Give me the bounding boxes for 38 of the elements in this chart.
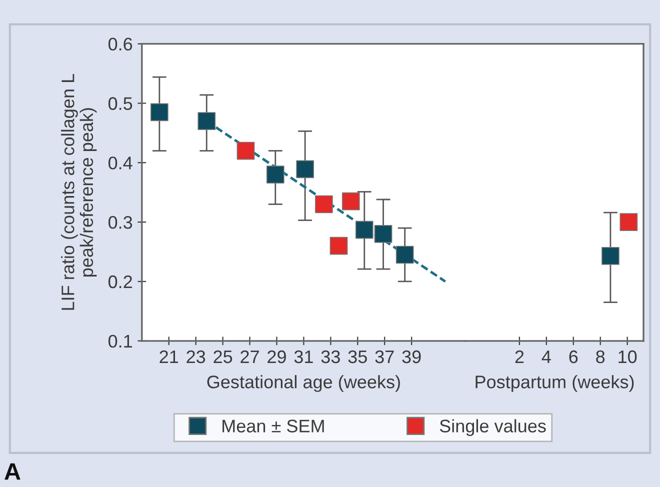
point — [396, 246, 414, 264]
text: A — [4, 463, 20, 480]
point — [198, 112, 216, 130]
x-tick-label: 21 — [160, 350, 178, 364]
legend-label: Single values — [440, 419, 546, 436]
x-tick-label: 23 — [186, 350, 206, 364]
y-axis-title: LIF ratio (counts at collagen L peak/reference peak) — [61, 74, 97, 310]
y-tick-label: 0.4 — [108, 156, 132, 170]
y-tick-label: 0.5 — [108, 97, 132, 110]
y-tick-label: 0.6 — [108, 38, 132, 51]
x-tick-label: 33 — [321, 350, 340, 364]
point — [374, 225, 392, 243]
x-tick-label: 37 — [375, 350, 394, 364]
point — [150, 103, 168, 122]
y-tick-label: 0.3 — [108, 216, 132, 229]
legend-label: Mean ± SEM — [222, 420, 324, 432]
x-tick-label: 29 — [268, 350, 286, 364]
x-tick-label: 4 — [542, 350, 551, 364]
point — [266, 166, 284, 184]
x-tick-label: 27 — [240, 350, 259, 364]
point — [330, 236, 348, 255]
x-tick-label: 10 — [618, 350, 637, 364]
x-tick-label: 6 — [569, 350, 578, 364]
x-tick-label: 8 — [596, 350, 605, 364]
point — [342, 192, 360, 210]
y-tick-label: 0.1 — [108, 334, 132, 348]
x-tick-label: 39 — [402, 350, 421, 364]
x-axis-title: Gestational age (weeks) — [207, 375, 400, 392]
x-axis-title: Postpartum (weeks) — [476, 375, 634, 392]
point — [236, 142, 255, 160]
y-tick-label: 0.2 — [108, 275, 132, 288]
point — [296, 160, 314, 178]
x-tick-label: 2 — [515, 350, 524, 364]
point — [315, 195, 333, 214]
x-tick-label: 35 — [348, 350, 367, 364]
x-tick-label: 31 — [294, 350, 313, 364]
x-tick-label: 25 — [214, 350, 232, 364]
point — [355, 220, 374, 239]
